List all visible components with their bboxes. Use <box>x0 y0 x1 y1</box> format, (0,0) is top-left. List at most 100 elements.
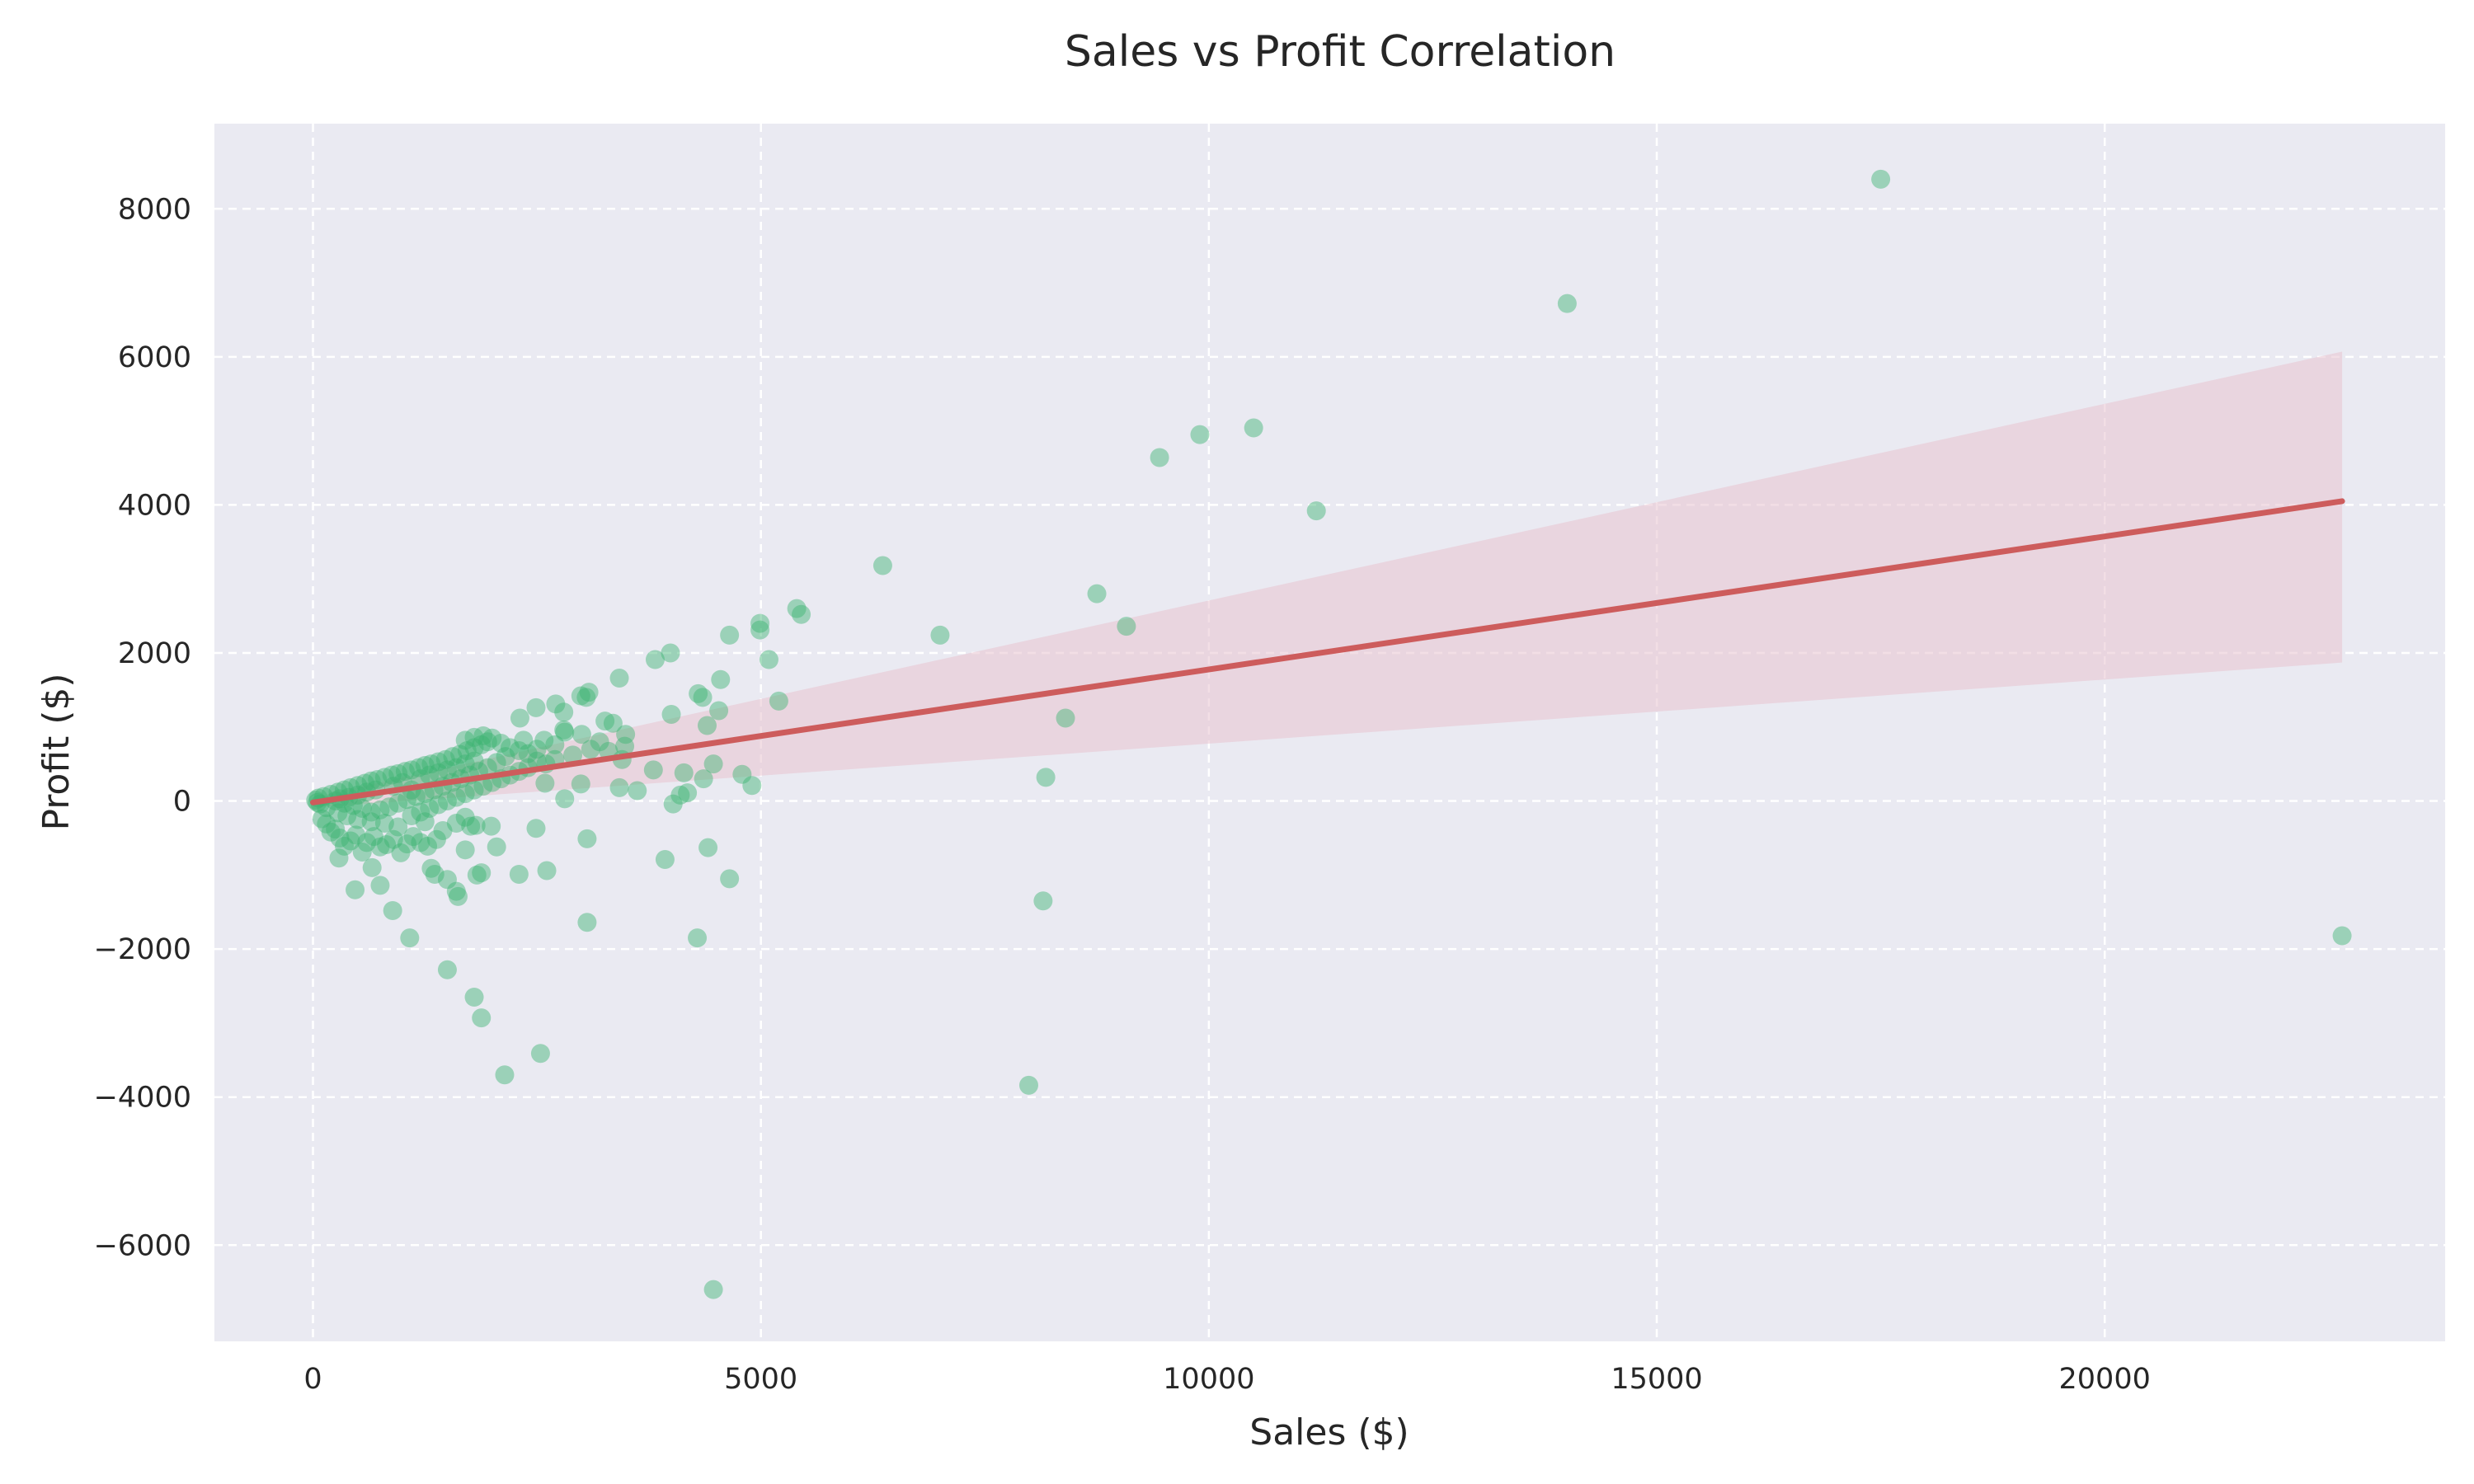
data-point <box>555 789 575 809</box>
data-point <box>402 806 421 826</box>
data-point <box>711 669 731 689</box>
data-point <box>693 688 713 707</box>
data-point <box>382 765 402 785</box>
data-point <box>514 730 534 750</box>
data-point <box>361 802 381 822</box>
data-point <box>437 760 457 780</box>
data-point <box>337 806 357 826</box>
data-point <box>391 843 411 862</box>
data-point <box>571 774 590 794</box>
data-point <box>571 725 591 744</box>
chart-title: Sales vs Profit Correlation <box>1065 27 1616 77</box>
data-point <box>577 913 597 932</box>
data-point <box>1036 768 1056 787</box>
data-point <box>603 713 623 733</box>
data-point <box>571 686 590 706</box>
data-point <box>750 613 770 633</box>
data-point <box>872 556 892 575</box>
data-point <box>400 928 420 948</box>
data-point <box>2332 926 2352 946</box>
data-point <box>377 835 397 855</box>
data-point <box>421 858 441 878</box>
data-point <box>374 768 394 787</box>
data-point <box>466 815 486 835</box>
y-tick-label: 2000 <box>118 637 191 670</box>
data-point <box>554 702 574 722</box>
data-point <box>616 725 636 744</box>
data-point <box>477 732 497 752</box>
x-tick-label: 0 <box>303 1363 322 1396</box>
data-point <box>534 730 554 750</box>
data-point <box>437 791 457 811</box>
data-point <box>678 783 698 803</box>
x-tick-label: 20000 <box>2059 1363 2151 1396</box>
data-point <box>429 763 449 782</box>
data-point <box>527 740 547 759</box>
data-point <box>346 880 365 899</box>
data-point <box>509 740 529 760</box>
data-point <box>661 643 680 663</box>
data-point <box>509 864 529 884</box>
data-point <box>411 802 430 822</box>
data-point <box>792 604 811 624</box>
data-point <box>455 840 475 860</box>
data-point <box>720 625 740 645</box>
data-point <box>383 900 402 920</box>
data-point <box>446 881 466 901</box>
data-point <box>472 735 492 754</box>
data-point <box>545 735 565 754</box>
data-point <box>461 816 481 836</box>
data-point <box>426 829 446 849</box>
data-point <box>435 749 455 769</box>
data-point <box>352 843 372 862</box>
x-tick-label: 15000 <box>1611 1363 1702 1396</box>
data-point <box>487 753 506 773</box>
data-point <box>595 711 615 731</box>
data-point <box>437 870 457 890</box>
data-point <box>374 813 394 833</box>
regression-line <box>309 498 2345 805</box>
data-point <box>409 758 429 777</box>
y-tick-label: −4000 <box>94 1082 191 1115</box>
data-point <box>420 765 440 785</box>
data-point <box>577 829 597 848</box>
data-point <box>361 771 381 791</box>
data-point <box>720 869 740 889</box>
y-tick-label: 0 <box>173 786 191 819</box>
data-point <box>341 777 360 797</box>
data-point <box>343 796 363 815</box>
data-point <box>709 701 729 721</box>
data-point <box>455 730 475 750</box>
data-point <box>495 1065 515 1085</box>
data-point <box>443 747 463 767</box>
y-tick-label: 8000 <box>118 193 191 226</box>
data-point <box>429 752 449 772</box>
x-axis-label: Sales ($) <box>1249 1411 1409 1453</box>
data-point <box>328 803 348 823</box>
data-point <box>742 776 762 796</box>
data-point <box>609 669 629 688</box>
data-point <box>472 1008 492 1028</box>
data-point <box>352 799 372 819</box>
y-tick-label: −6000 <box>94 1229 191 1262</box>
x-tick-label: 10000 <box>1163 1363 1254 1396</box>
data-point <box>446 758 466 777</box>
data-point <box>455 754 475 774</box>
data-point <box>464 780 484 800</box>
data-point <box>415 755 435 775</box>
data-point <box>473 726 493 746</box>
data-point <box>361 812 381 832</box>
y-tick-label: 4000 <box>118 489 191 522</box>
data-point <box>388 793 408 813</box>
data-point <box>500 738 520 758</box>
data-point <box>388 817 408 837</box>
data-point <box>455 807 475 827</box>
data-point <box>464 987 484 1007</box>
data-point <box>388 763 408 783</box>
y-tick-label: −2000 <box>94 933 191 966</box>
data-point <box>661 705 681 725</box>
data-point <box>326 819 346 839</box>
data-point <box>457 740 477 760</box>
data-point <box>421 754 441 774</box>
